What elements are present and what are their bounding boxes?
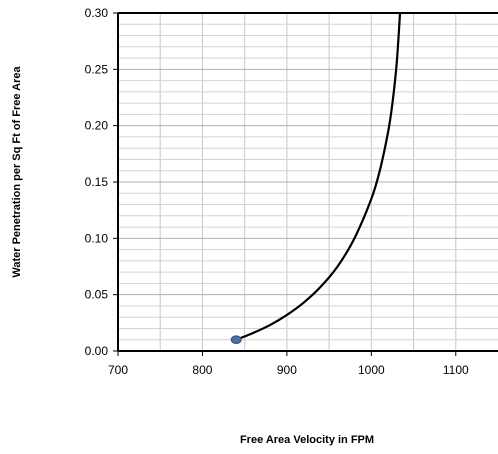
x-tick-label: 800 (192, 363, 212, 377)
y-tick-label: 0.05 (85, 288, 109, 302)
chart-axes (113, 12, 498, 356)
x-tick-label: 1100 (443, 363, 469, 377)
x-tick-label: 1000 (358, 363, 385, 377)
x-tick-label: 700 (108, 363, 128, 377)
data-point-marker (230, 335, 242, 345)
y-tick-label: 0.25 (85, 62, 109, 76)
chart-series (230, 12, 402, 345)
y-tick-label: 0.15 (85, 175, 109, 189)
x-axis-title: Free Area Velocity in FPM (240, 434, 374, 446)
x-tick-label: 900 (277, 363, 297, 377)
chart-grid (118, 13, 498, 351)
chart-tick-labels: 700 800 900 1000 1100 0.00 0.05 0.10 0.15 0.20 0.2… (85, 6, 469, 377)
y-tick-label: 0.20 (85, 119, 109, 133)
y-tick-label: 0.10 (85, 231, 109, 245)
y-tick-label: 0.30 (85, 6, 109, 20)
y-axis-title: Water Penetration per Sq Ft of Free Area (11, 65, 23, 277)
y-tick-label: 0.00 (85, 344, 109, 358)
series-line (235, 12, 402, 341)
